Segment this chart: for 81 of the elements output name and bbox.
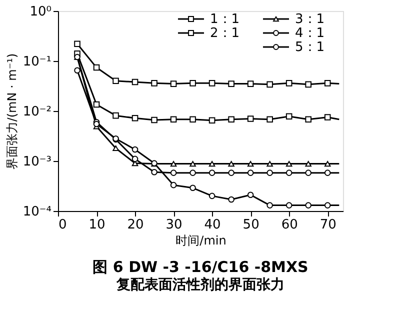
point bbox=[228, 196, 234, 203]
point bbox=[170, 80, 177, 87]
legend-label: 3：1 bbox=[295, 12, 325, 27]
point bbox=[247, 80, 254, 87]
point bbox=[266, 116, 273, 123]
point bbox=[247, 116, 254, 122]
y-tick-label: 10⁻⁴ bbox=[22, 204, 52, 220]
point bbox=[132, 78, 138, 86]
x-tick-label: 60 bbox=[281, 218, 298, 232]
point bbox=[170, 116, 177, 123]
point bbox=[247, 160, 254, 167]
point bbox=[305, 81, 312, 88]
point bbox=[247, 192, 254, 198]
legend-label: 2：1 bbox=[210, 26, 240, 41]
point bbox=[190, 160, 196, 167]
x-tick-label: 30 bbox=[166, 218, 182, 232]
point bbox=[266, 202, 273, 208]
x-tick-label: 40 bbox=[204, 218, 221, 232]
point bbox=[190, 184, 196, 192]
x-tick-label: 20 bbox=[127, 218, 144, 232]
point bbox=[151, 160, 158, 166]
point bbox=[286, 160, 292, 167]
point bbox=[170, 170, 177, 176]
y-tick-label: 10⁻² bbox=[22, 104, 52, 120]
point bbox=[266, 81, 273, 88]
point bbox=[286, 80, 292, 86]
x-axis-title: 时间/min bbox=[176, 234, 226, 248]
y-tick-label: 10⁻³ bbox=[22, 154, 52, 170]
point bbox=[324, 202, 331, 208]
point bbox=[324, 170, 331, 176]
point bbox=[190, 170, 196, 176]
y-tick-label: 10⁰ bbox=[30, 4, 52, 20]
point bbox=[228, 170, 234, 176]
point bbox=[208, 170, 216, 176]
x-tick-label: 0 bbox=[58, 218, 67, 232]
point bbox=[151, 116, 158, 124]
point bbox=[151, 168, 158, 176]
point bbox=[132, 156, 138, 162]
point bbox=[286, 202, 292, 208]
point bbox=[93, 101, 100, 108]
point bbox=[74, 67, 80, 74]
point bbox=[286, 170, 292, 176]
point bbox=[190, 116, 196, 123]
point bbox=[286, 113, 292, 120]
point bbox=[324, 160, 331, 167]
point bbox=[132, 146, 138, 153]
point bbox=[151, 80, 158, 86]
point bbox=[112, 112, 119, 119]
point bbox=[112, 78, 119, 84]
y-tick-label: 10⁻¹ bbox=[22, 54, 52, 70]
x-tick-label: 50 bbox=[242, 218, 260, 232]
point bbox=[170, 182, 177, 188]
point bbox=[208, 80, 216, 86]
point bbox=[190, 80, 196, 86]
point bbox=[305, 202, 312, 208]
text: 图 6 DW -3 -16/C16 -8MXS bbox=[92, 258, 308, 276]
point bbox=[74, 40, 80, 48]
point bbox=[208, 192, 216, 200]
x-tick-label: 10 bbox=[88, 218, 106, 232]
point bbox=[170, 160, 177, 167]
legend-label: 4：1 bbox=[295, 26, 325, 41]
legend-label: 5：1 bbox=[295, 40, 325, 55]
point bbox=[228, 116, 234, 123]
point bbox=[266, 160, 273, 167]
point bbox=[228, 160, 234, 167]
point bbox=[305, 170, 312, 176]
point bbox=[208, 117, 216, 124]
point bbox=[228, 80, 234, 87]
point bbox=[132, 114, 138, 122]
point bbox=[305, 160, 312, 167]
point bbox=[93, 64, 100, 71]
x-tick-label: 70 bbox=[320, 218, 336, 232]
point bbox=[266, 170, 273, 176]
point bbox=[208, 160, 216, 167]
legend-label: 1：1 bbox=[210, 12, 240, 27]
point bbox=[324, 114, 331, 120]
point bbox=[305, 116, 312, 123]
text: 复配表面活性剂的界面张力 bbox=[116, 276, 284, 293]
point bbox=[324, 80, 331, 86]
y-axis-title: 界面张力/(mN · m⁻¹) bbox=[4, 53, 19, 170]
point bbox=[247, 170, 254, 176]
